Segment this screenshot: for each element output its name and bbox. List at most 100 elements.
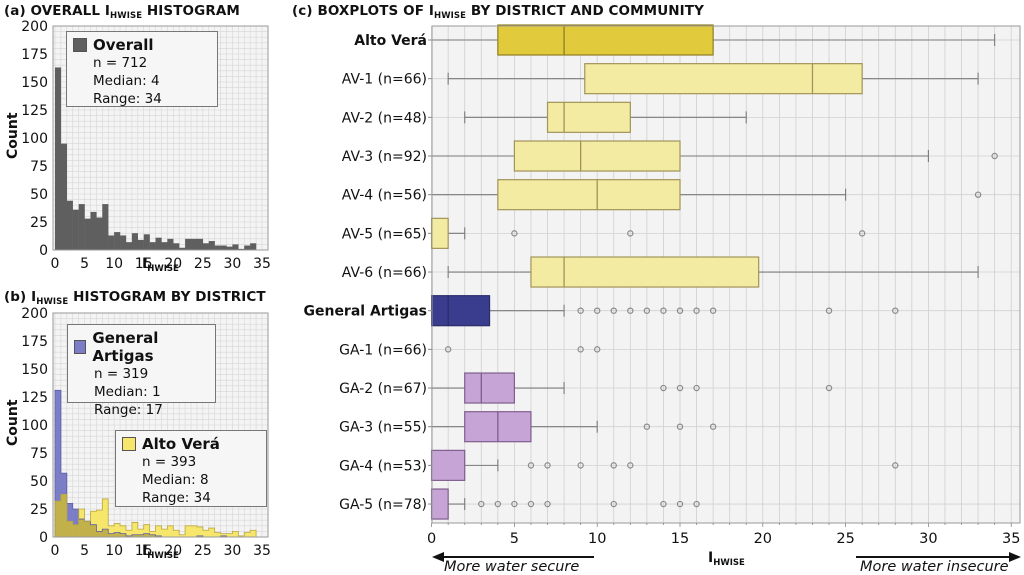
y-tick-label: 150 <box>21 75 48 91</box>
x-tick-label: 15 <box>671 531 689 547</box>
histogram-bar-overall <box>131 233 138 250</box>
y-tick-label: 50 <box>30 474 48 490</box>
row-label: GA-4 (n=53) <box>339 458 427 474</box>
outlier-point <box>676 500 684 508</box>
histogram-bar-overlap <box>84 521 91 537</box>
row-label: GA-1 (n=66) <box>339 342 427 358</box>
outlier-point <box>544 500 551 508</box>
legend-median: Median: 8 <box>142 472 209 488</box>
outlier-point <box>444 346 452 353</box>
histogram-bar-overlap <box>60 494 68 537</box>
histogram-bar-alto-ver- <box>114 523 121 537</box>
histogram-bar-overall <box>96 217 103 250</box>
row-label: AV-1 (n=66) <box>342 72 427 88</box>
x-tick-label: 25 <box>194 256 212 272</box>
boxplots-by-community: Alto Verá AV-1 (n=66) AV-2 (n=48) AV-3 (n=9… <box>303 24 1021 562</box>
x-tick-label: 35 <box>253 256 271 272</box>
boxplot-row: AV-3 (n=92) <box>342 140 998 172</box>
arrow-right-head <box>1009 552 1021 562</box>
outlier-point <box>693 500 700 508</box>
x-tick-label: 20 <box>754 531 772 547</box>
y-tick-label: 75 <box>30 446 48 462</box>
histogram-bar-general-artigas <box>72 509 79 537</box>
panel-c-x-axis-label: IHWISE <box>708 550 745 568</box>
panel-b-title: (b) IHWISE HISTOGRAM BY DISTRICT <box>4 289 266 307</box>
histogram-bar-alto-ver- <box>191 525 198 537</box>
histogram-bar-overall <box>149 242 156 250</box>
histogram-bar-overall <box>220 245 227 250</box>
histogram-bar-alto-ver- <box>173 530 180 537</box>
histogram-bar-overall <box>191 238 198 250</box>
outlier-point <box>610 500 617 508</box>
histogram-bar-alto-ver- <box>179 534 186 537</box>
y-tick-label: 0 <box>39 530 48 546</box>
outlier-point <box>676 307 684 314</box>
x-tick-label: 30 <box>919 531 937 547</box>
outlier-point <box>709 423 717 430</box>
histogram-bar-overall <box>202 243 209 250</box>
histogram-bar-alto-ver- <box>208 528 215 537</box>
histogram-bar-overall <box>102 204 109 250</box>
histogram-bar-overall <box>66 200 73 250</box>
y-tick-label: 125 <box>21 103 48 119</box>
panel-a-x-axis-label: IHWISE <box>142 256 179 274</box>
histogram-bar-overall <box>244 245 251 250</box>
y-tick-label: 0 <box>39 243 48 259</box>
box-iqr <box>584 63 863 95</box>
y-tick-label: 125 <box>21 390 48 406</box>
x-tick-label: 20 <box>164 256 182 272</box>
y-tick-label: 75 <box>30 159 48 175</box>
outlier-point <box>643 423 651 430</box>
histogram-bar-overall <box>55 67 62 250</box>
histogram-bar-overall <box>78 204 85 250</box>
panel-c-title: (c) BOXPLOTS OF IHWISE BY DISTRICT AND C… <box>292 3 704 21</box>
histogram-bar-overall <box>84 218 91 250</box>
legend-name: General Artigas <box>92 329 159 365</box>
x-label-subscript: HWISE <box>147 264 179 274</box>
x-tick-label: 10 <box>105 256 123 272</box>
outlier-point <box>627 230 634 237</box>
row-label: GA-3 (n=55) <box>339 420 427 436</box>
histogram-bar-overall <box>232 244 239 250</box>
outlier-point <box>825 384 833 392</box>
outlier-point <box>825 307 833 314</box>
histogram-bar-alto-ver- <box>202 530 209 537</box>
title-subscript: HWISE <box>433 11 467 21</box>
histogram-bar-alto-ver- <box>155 525 162 537</box>
histogram-bar-alto-ver- <box>125 530 133 537</box>
arrow-left-head <box>432 552 444 562</box>
histogram-bar-general-artigas <box>66 503 73 537</box>
outlier-point <box>627 462 634 469</box>
box-iqr <box>497 24 714 56</box>
boxplot-row: AV-4 (n=56) <box>342 179 982 211</box>
histogram-bar-overall <box>196 238 204 250</box>
panel-b-y-axis-label: Count <box>5 399 21 446</box>
y-tick-label: 50 <box>30 187 48 203</box>
outlier-point <box>676 384 684 392</box>
legend-range: Range: 17 <box>94 402 163 418</box>
outlier-point <box>991 152 998 160</box>
title-text: HISTOGRAM <box>142 3 240 19</box>
x-tick-label: 25 <box>194 543 212 559</box>
outlier-point <box>858 230 866 237</box>
outlier-point <box>494 500 502 508</box>
y-tick-label: 100 <box>21 131 48 147</box>
row-label: Alto Verá <box>354 33 427 49</box>
boxplot-row: AV-5 (n=65) <box>342 217 866 249</box>
histogram-bar-alto-ver- <box>120 525 127 537</box>
histogram-bar-overlap <box>78 519 85 537</box>
title-text: (b) I <box>4 289 37 305</box>
histogram-bar-overlap <box>108 533 115 537</box>
histogram-outline <box>54 494 257 537</box>
title-text: HISTOGRAM BY DISTRICT <box>68 289 266 305</box>
histogram-bar-alto-ver- <box>143 524 150 537</box>
histogram-bar-overall <box>120 235 127 250</box>
outlier-point <box>527 500 535 508</box>
histogram-bar-overall <box>208 241 215 250</box>
x-tick-label: 0 <box>51 256 60 272</box>
x-label-subscript: HWISE <box>147 551 179 561</box>
histogram-bar-overlap <box>155 535 162 537</box>
histogram-bar-overall <box>125 242 133 250</box>
panel-b-x-axis-label: IHWISE <box>142 543 179 561</box>
x-tick-label: 10 <box>105 543 123 559</box>
